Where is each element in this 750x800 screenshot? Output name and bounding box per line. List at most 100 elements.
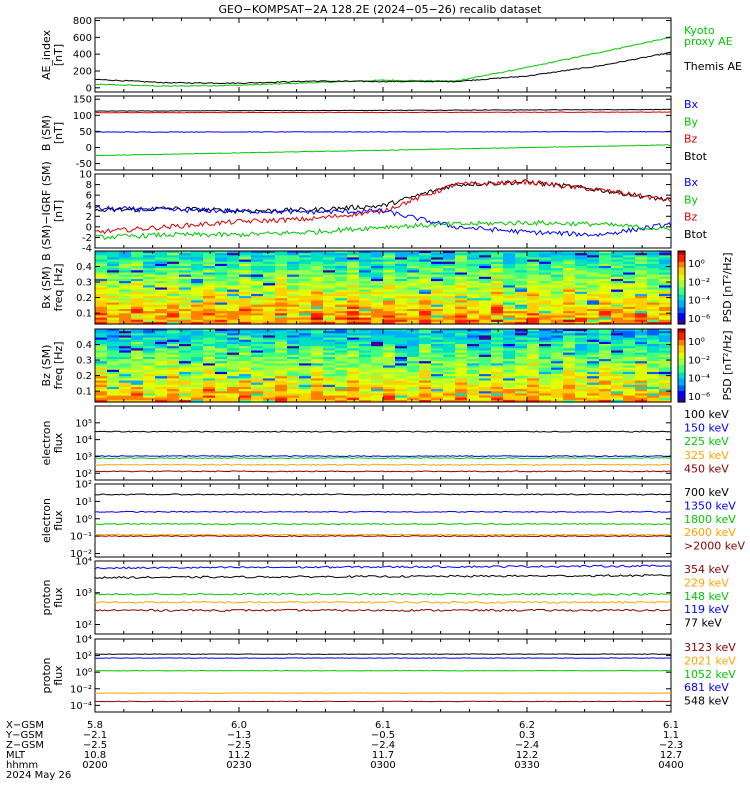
spectrogram-cell — [203, 276, 216, 280]
spectrogram-cell — [155, 389, 168, 392]
spectrogram-cell — [371, 309, 384, 312]
spectrogram-cell — [395, 304, 408, 308]
spectrogram-cell — [143, 274, 156, 278]
spectrogram-cell — [155, 393, 168, 397]
colorbar-segment — [678, 370, 685, 374]
spectrogram-cell — [551, 378, 564, 382]
spectrogram-cell — [191, 356, 204, 360]
spectrogram-cell — [95, 302, 108, 306]
legend-entry: 325 keV — [684, 449, 729, 462]
colorbar-label: PSD [nT²/Hz] — [721, 330, 734, 400]
spectrogram-cell — [659, 329, 672, 332]
spectrogram-cell — [539, 356, 552, 360]
spectrogram-cell — [359, 289, 372, 293]
legend-entry: 681 keV — [684, 681, 729, 694]
spectrogram-cell — [107, 293, 120, 297]
spectrogram-cell — [299, 283, 312, 286]
spectrogram-cell — [347, 281, 360, 284]
spectrogram-cell — [527, 359, 540, 362]
spectrogram-cell — [419, 285, 432, 289]
spectrogram-cell — [119, 389, 132, 392]
spectrogram-cell — [647, 253, 660, 256]
spectrogram-cell — [311, 272, 324, 276]
spectrogram-cell — [611, 270, 624, 273]
spectrogram-cell — [143, 296, 156, 299]
spectrogram-cell — [359, 291, 372, 295]
spectrogram-cell — [599, 341, 612, 345]
spectrogram-cell — [215, 361, 228, 364]
colorbar-segment — [678, 343, 685, 347]
spectrogram-cell — [323, 304, 336, 308]
y-axis-label: flux — [52, 510, 65, 531]
spectrogram-cell — [575, 384, 588, 388]
spectrogram-cell — [359, 369, 372, 373]
spectrogram-cell — [335, 274, 348, 278]
spectrogram-cell — [539, 283, 552, 286]
spectrogram-cell — [203, 291, 216, 295]
spectrogram-cell — [515, 257, 528, 261]
spectrogram-cell — [611, 395, 624, 399]
spectrogram-cell — [119, 259, 132, 263]
spectrogram-cell — [119, 369, 132, 373]
spectrogram-cell — [239, 389, 252, 392]
spectrogram-cell — [491, 319, 504, 323]
spectrogram-cell — [587, 313, 600, 316]
spectrogram-cell — [539, 354, 552, 358]
spectrogram-cell — [287, 382, 300, 386]
spectrogram-cell — [623, 319, 636, 323]
spectrogram-cell — [551, 311, 564, 314]
spectrogram-cell — [287, 378, 300, 382]
spectrogram-cell — [275, 341, 288, 345]
spectrogram-cell — [251, 341, 264, 345]
spectrogram-cell — [275, 337, 288, 341]
spectrogram-cell — [311, 253, 324, 256]
spectrogram-cell — [395, 356, 408, 360]
spectrogram-cell — [203, 270, 216, 273]
spectrogram-cell — [455, 346, 468, 349]
series-line — [94, 669, 672, 672]
spectrogram-cell — [611, 263, 624, 267]
spectrogram-cell — [323, 335, 336, 339]
colorbar-frame — [677, 328, 686, 403]
spectrogram-cell — [335, 298, 348, 301]
spectrogram-cell — [515, 389, 528, 392]
spectrogram-cell — [623, 298, 636, 301]
spectrogram-cell — [539, 298, 552, 301]
spectrogram-cell — [263, 309, 276, 312]
spectrogram-cell — [575, 335, 588, 339]
spectrogram-cell — [143, 291, 156, 295]
spectrogram-cell — [131, 335, 144, 339]
spectrogram-cell — [383, 365, 396, 369]
spectrogram-cell — [599, 321, 612, 325]
spectrogram-cell — [251, 302, 264, 306]
y-tick-label: 8 — [86, 180, 92, 191]
spectrogram-cell — [443, 298, 456, 301]
spectrogram-cell — [95, 395, 108, 399]
spectrogram-cell — [299, 270, 312, 273]
spectrogram-cell — [635, 291, 648, 295]
spectrogram-cell — [431, 344, 444, 347]
colorbar-segment — [678, 329, 685, 332]
spectrogram-cell — [203, 337, 216, 341]
spectrogram-cell — [479, 389, 492, 392]
spectrogram-cell — [563, 354, 576, 358]
spectrogram-cell — [575, 333, 588, 336]
spectrogram-cell — [407, 374, 420, 377]
spectrogram-cell — [635, 352, 648, 356]
spectrogram-cell — [371, 259, 384, 263]
colorbar-segment — [678, 265, 685, 269]
spectrogram-cell — [419, 296, 432, 299]
spectrogram-cell — [131, 274, 144, 278]
spectrogram-cell — [395, 255, 408, 258]
spectrogram-cell — [383, 354, 396, 358]
spectrogram-cell — [539, 344, 552, 347]
spectrogram-cell — [599, 359, 612, 362]
y-axis-label: Bz (SM) — [40, 345, 53, 387]
spectrogram-cell — [263, 285, 276, 289]
spectrogram-cell — [407, 359, 420, 362]
spectrogram-cell — [503, 302, 516, 306]
spectrogram-cell — [335, 384, 348, 388]
spectrogram-cell — [347, 361, 360, 364]
spectrogram-cell — [251, 369, 264, 373]
spectrogram-cell — [659, 291, 672, 295]
